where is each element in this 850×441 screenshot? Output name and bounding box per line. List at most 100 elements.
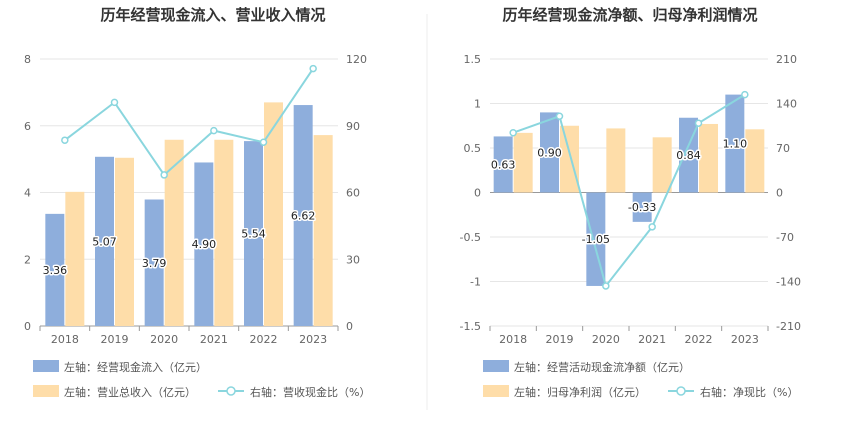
bar-series-2-2023 [745, 129, 765, 193]
line-point-2019 [110, 98, 119, 107]
x-tick-label: 2019 [101, 333, 129, 346]
legend-label-series-3: 右轴：净现比（%） [700, 385, 798, 399]
chart-2-legend: 左轴：经营活动现金流净额（亿元） 左轴：归母净利润（亿元） 右轴：净现比（%） [483, 360, 798, 399]
y-left-tick-label: 4 [24, 187, 31, 200]
y-right-tick-label: 30 [346, 253, 360, 266]
bar-data-label: 3.79 [142, 257, 167, 270]
bar-series-1-2020 [144, 199, 164, 326]
legend-swatch-line-marker [226, 386, 236, 396]
bar-series-2-2018 [65, 191, 85, 326]
series-line [512, 93, 746, 289]
y-left-tick-label: -0.5 [460, 231, 481, 244]
bar-data-label: 0.90 [537, 146, 562, 159]
bar-series-2-2023 [313, 135, 333, 326]
y-left-tick-label: 0.5 [464, 142, 482, 155]
y-right-tick-label: 0 [776, 187, 783, 200]
y-right-tick-label: 70 [776, 142, 790, 155]
bar-series-2-2019 [560, 125, 579, 193]
bar-series-2-2019 [115, 157, 134, 326]
bar-data-label: -0.33 [628, 201, 656, 214]
y-right-tick-label: -70 [776, 231, 794, 244]
bar-series-2-2021 [214, 139, 234, 326]
bar-data-label: 3.36 [43, 264, 68, 277]
y-right-tick-label: 0 [346, 320, 353, 333]
y-right-tick-label: 120 [346, 53, 367, 66]
chart-2-title: 历年经营现金流净额、归母净利润情况 [502, 6, 757, 24]
x-tick-label: 2022 [685, 333, 713, 346]
legend-swatch-series-2 [483, 385, 509, 397]
x-tick-label: 2023 [731, 333, 759, 346]
bar-series-2-2018 [513, 132, 533, 193]
legend-swatch-line-marker [676, 386, 686, 396]
bar-series-1-2023 [725, 94, 745, 193]
bar-series-1-2021 [194, 162, 214, 326]
bar-data-label: 4.90 [192, 238, 217, 251]
legend-label-series-2: 左轴：营业总收入（亿元） [64, 385, 196, 399]
y-right-tick-label: 140 [776, 98, 797, 111]
bar-data-label: 5.07 [92, 235, 117, 248]
bar-series-1-2022 [244, 141, 263, 326]
line-point-2018 [61, 136, 69, 144]
y-left-tick-label: 0 [474, 187, 481, 200]
legend-label-series-1: 左轴：经营现金流入（亿元） [64, 360, 207, 374]
x-tick-label: 2022 [250, 333, 278, 346]
bar-series-1-2023 [293, 105, 313, 327]
y-right-tick-label: -210 [776, 320, 801, 333]
bar-series-1-2019 [540, 112, 559, 193]
bar-series-2-2021 [652, 137, 672, 193]
bar-series-2-2020 [164, 139, 184, 326]
chart-1-legend: 左轴：经营现金流入（亿元） 左轴：营业总收入（亿元） 右轴：营收现金比（%） [33, 360, 370, 399]
y-left-tick-label: 1 [474, 98, 481, 111]
x-tick-label: 2020 [150, 333, 178, 346]
bar-data-label: -1.05 [582, 233, 610, 246]
bar-data-label: 1.10 [723, 138, 748, 151]
y-right-tick-label: 90 [346, 120, 360, 133]
line-point-2019 [555, 112, 564, 120]
line-point-2023 [741, 90, 749, 99]
bar-data-label: 5.54 [241, 228, 266, 241]
x-tick-label: 2018 [51, 333, 79, 346]
y-right-tick-label: 210 [776, 53, 797, 66]
legend-swatch-series-1 [33, 360, 59, 372]
bar-series-1-2019 [95, 156, 114, 326]
bar-series-2-2022 [699, 123, 718, 193]
chart-1-plot: 0 2 4 6 8 0 30 60 90 120 2018 2019 2020 2021 2022 2023 3… [24, 53, 367, 346]
line-point-2023 [309, 64, 317, 73]
line-point-2018 [509, 128, 517, 137]
y-left-tick-label: 0 [24, 320, 31, 333]
legend-label-series-3: 右轴：营收现金比（%） [250, 385, 370, 399]
x-tick-label: 2018 [499, 333, 527, 346]
bar-series-1-2020 [586, 192, 606, 286]
line-point-2022 [694, 119, 703, 127]
chart-1-title: 历年经营现金流入、营业收入情况 [100, 6, 325, 24]
legend-label-series-1: 左轴：经营活动现金流净额（亿元） [514, 360, 690, 374]
bar-series-1-2018 [45, 213, 65, 326]
y-left-tick-label: -1 [470, 276, 481, 289]
x-tick-label: 2020 [592, 333, 620, 346]
bar-data-label: 6.62 [291, 210, 316, 223]
legend-swatch-series-2 [33, 385, 59, 397]
y-left-tick-label: 6 [24, 120, 31, 133]
line-point-2021 [210, 126, 218, 135]
x-tick-label: 2023 [299, 333, 327, 346]
line-point-2020 [602, 282, 610, 290]
bar-data-label: 0.63 [491, 158, 516, 171]
x-tick-label: 2019 [546, 333, 574, 346]
x-tick-label: 2021 [200, 333, 228, 346]
chart-2-plot: -1.5 -1 -0.5 0 0.5 1 1.5 -210 -140 -70 0 70 140 210 20… [460, 53, 801, 346]
line-point-2020 [160, 171, 168, 179]
legend-swatch-series-1 [483, 360, 509, 372]
y-left-tick-label: 2 [24, 253, 31, 266]
legend-label-series-2: 左轴：归母净利润（亿元） [514, 385, 646, 399]
bar-series-1-2018 [493, 136, 513, 193]
y-left-tick-label: 1.5 [464, 53, 482, 66]
y-right-tick-label: -140 [776, 276, 801, 289]
bar-series-2-2022 [264, 102, 283, 326]
y-left-tick-label: 8 [24, 53, 31, 66]
y-right-tick-label: 60 [346, 187, 360, 200]
x-tick-label: 2021 [638, 333, 666, 346]
line-point-2021 [648, 223, 656, 231]
y-left-tick-label: -1.5 [460, 320, 481, 333]
